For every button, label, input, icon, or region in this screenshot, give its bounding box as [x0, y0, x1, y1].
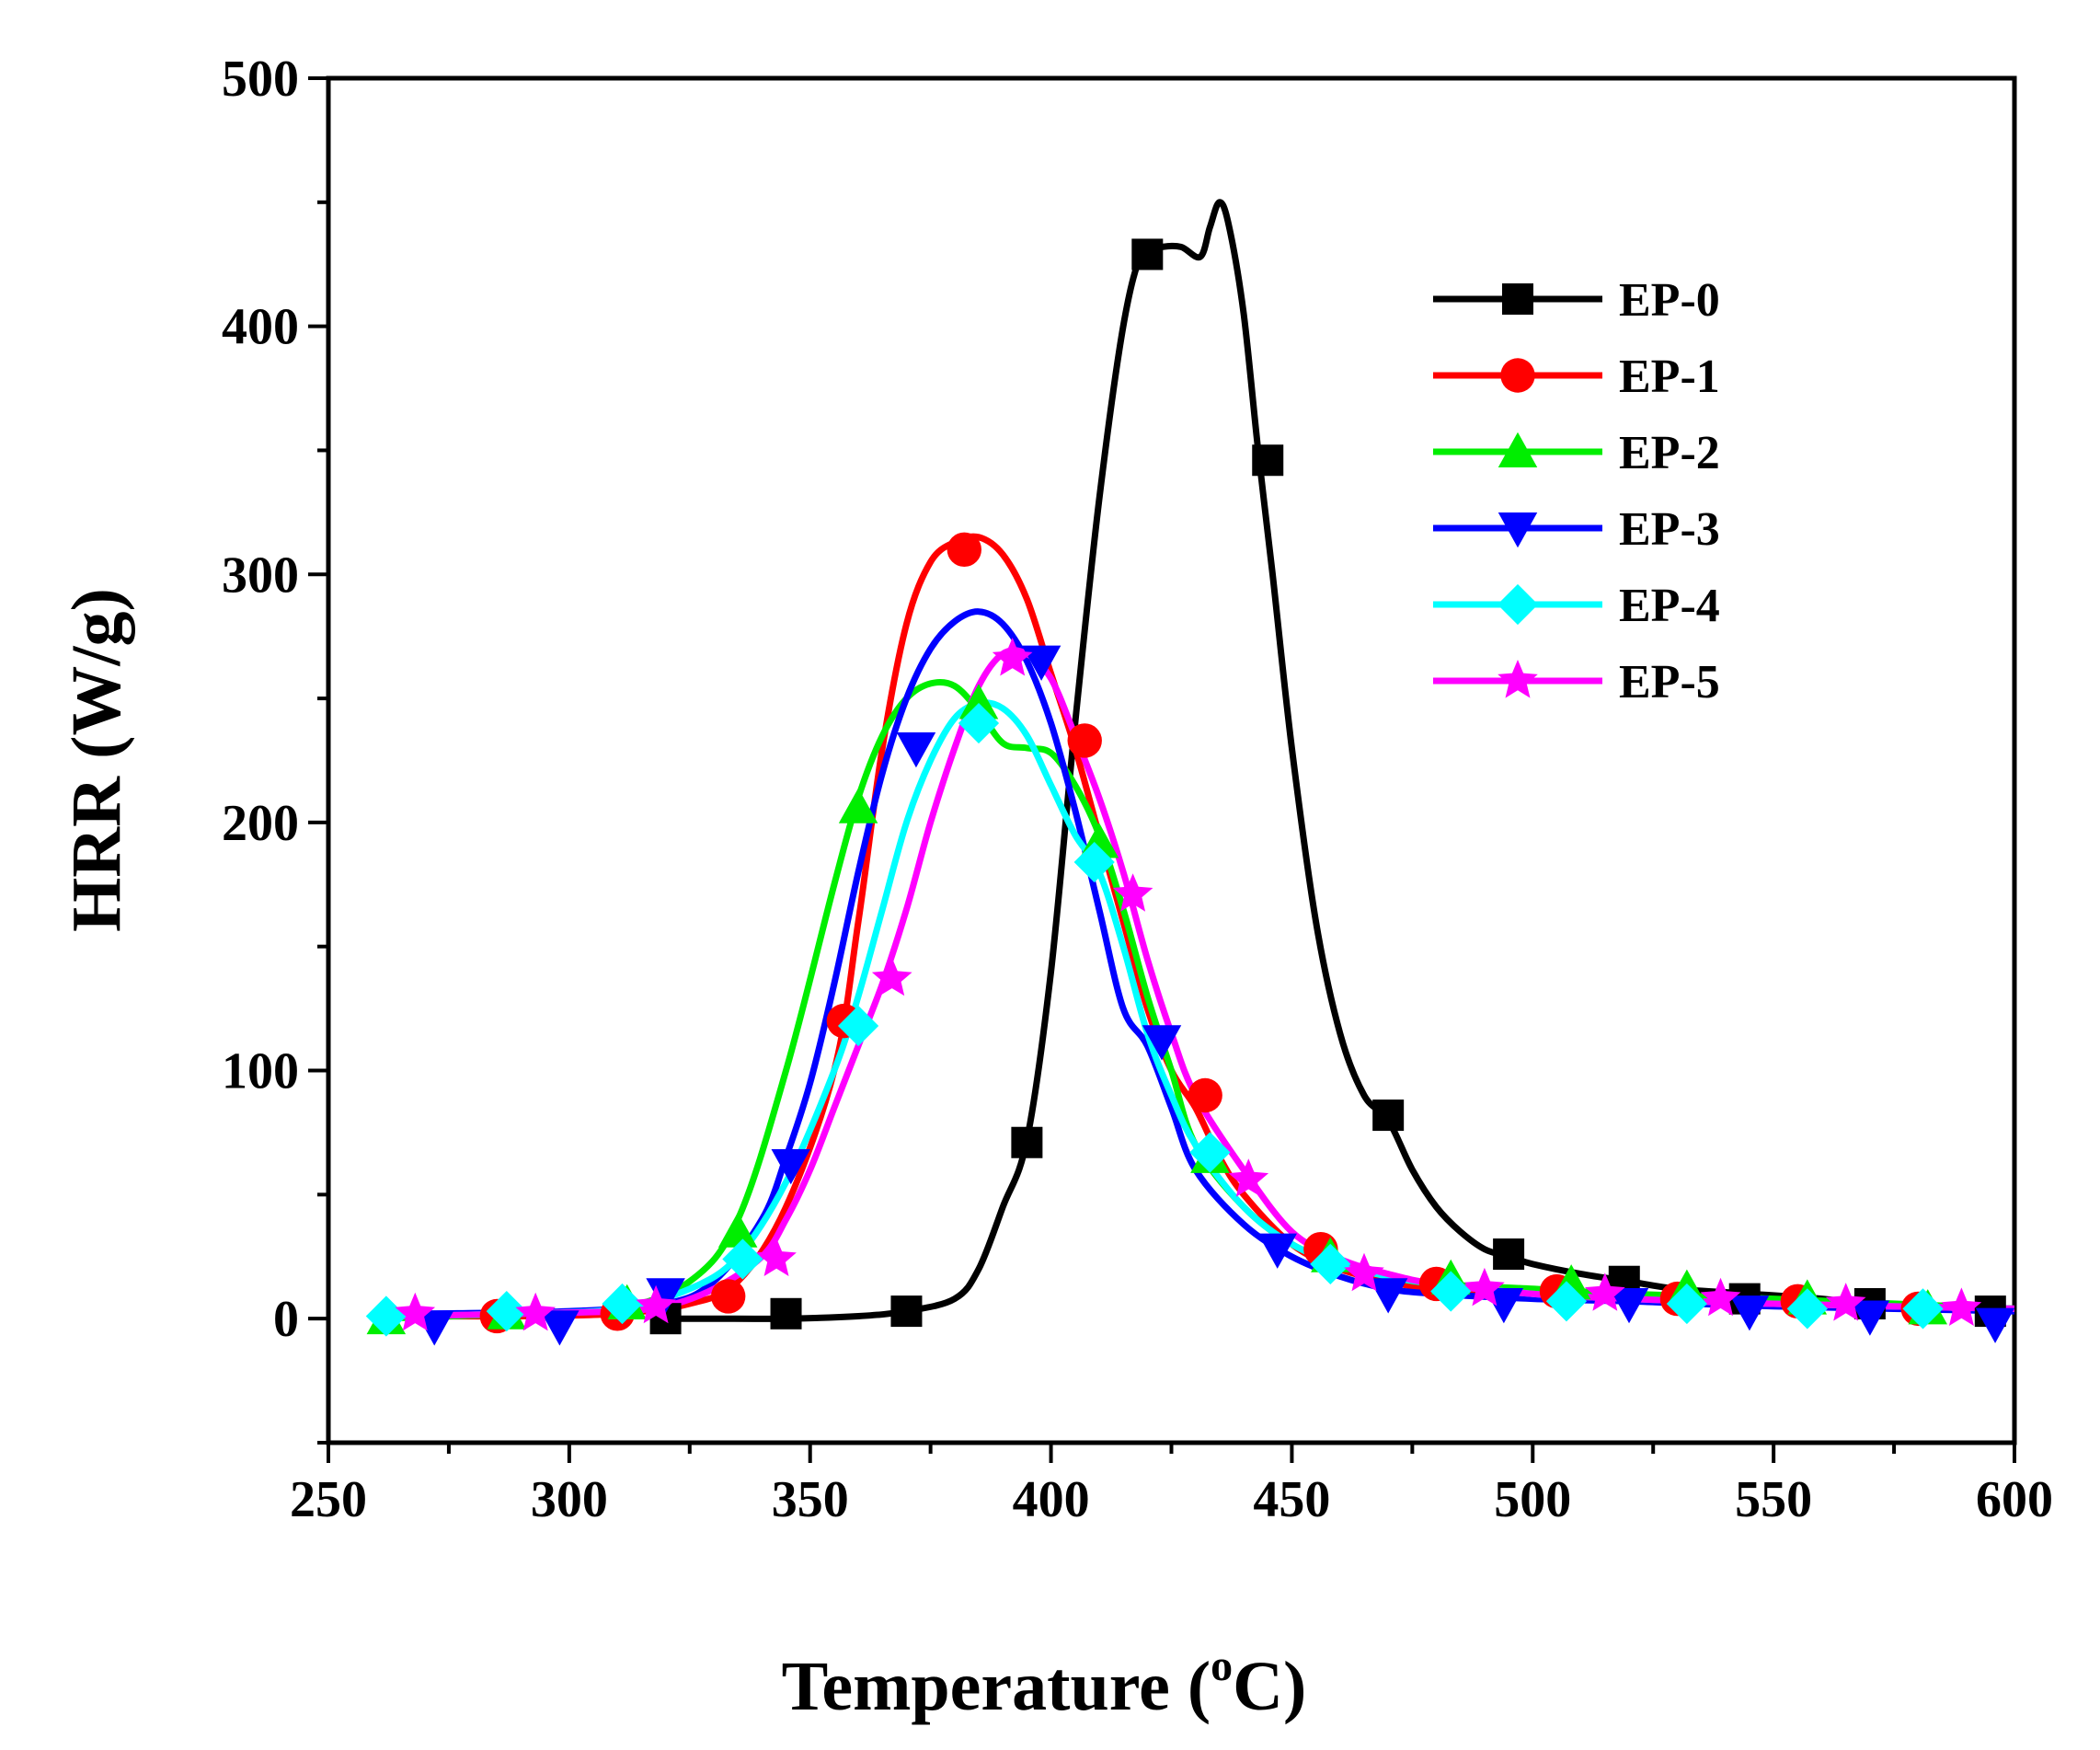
data-point-ep-0	[1131, 238, 1164, 271]
data-point-ep-1	[947, 532, 982, 568]
x-tick-label: 400	[1013, 1471, 1090, 1528]
x-tick-label: 350	[772, 1471, 849, 1528]
data-point-ep-5	[1228, 1158, 1269, 1197]
data-point-ep-3	[1729, 1295, 1770, 1331]
data-point-ep-5	[395, 1292, 436, 1331]
x-tick-label: 450	[1253, 1471, 1330, 1528]
plot-frame	[326, 75, 2017, 1445]
legend-label-ep-1: EP-1	[1619, 351, 1720, 403]
x-tick-label: 500	[1494, 1471, 1571, 1528]
x-tick-label: 300	[531, 1471, 608, 1528]
series-markers	[365, 238, 2014, 1346]
data-point-ep-2	[958, 684, 999, 720]
data-point-ep-4	[958, 702, 1000, 744]
x-axis-title-main: Temperature (	[782, 1648, 1211, 1725]
data-point-ep-3	[1975, 1307, 2014, 1343]
data-point-ep-3	[1609, 1288, 1649, 1324]
data-point-ep-3	[1142, 1025, 1182, 1061]
data-point-ep-4	[1786, 1288, 1828, 1330]
data-point-ep-4	[1189, 1132, 1231, 1173]
data-point-ep-4	[486, 1290, 527, 1332]
legend-marker-ep-3	[1498, 512, 1538, 548]
data-point-ep-0	[1493, 1238, 1525, 1271]
data-point-ep-4	[1073, 841, 1115, 883]
data-point-ep-5	[992, 638, 1033, 676]
x-axis-title-degree: o	[1211, 1641, 1233, 1690]
series-line-ep-0	[665, 199, 2014, 1322]
data-point-ep-5	[1825, 1283, 1866, 1321]
data-point-ep-3	[1368, 1278, 1408, 1314]
data-point-ep-2	[717, 1212, 758, 1248]
data-point-ep-5	[1112, 873, 1153, 912]
data-point-ep-2	[838, 788, 878, 823]
data-point-ep-0	[1252, 444, 1284, 477]
data-point-ep-1	[710, 1279, 746, 1314]
data-point-ep-5	[871, 957, 912, 996]
data-point-ep-4	[1902, 1288, 1944, 1330]
data-point-ep-0	[1372, 1100, 1405, 1132]
x-tick-label: 550	[1735, 1471, 1812, 1528]
data-point-ep-0	[1011, 1126, 1043, 1158]
data-point-ep-0	[890, 1295, 923, 1328]
data-point-ep-3	[1257, 1233, 1297, 1269]
legend-marker-ep-1	[1500, 358, 1535, 393]
axis-tick-labels: 250 300 350 400 450 500 550 600 0 100 200 300 400 500	[222, 51, 2053, 1528]
legend: EP-0 EP-1 EP-2 EP-3 EP-4 EP-5	[1433, 274, 1720, 708]
y-tick-label: 100	[222, 1043, 299, 1100]
legend-marker-ep-0	[1502, 283, 1533, 315]
x-axis-title: Temperature (oC)	[782, 1641, 1307, 1725]
x-tick-label: 600	[1976, 1471, 2053, 1528]
legend-marker-ep-4	[1497, 583, 1539, 626]
y-tick-label: 500	[222, 51, 299, 108]
legend-label-ep-3: EP-3	[1619, 503, 1720, 556]
y-tick-label: 400	[222, 299, 299, 356]
data-point-ep-4	[837, 1005, 879, 1047]
data-point-ep-5	[1344, 1252, 1384, 1292]
legend-label-ep-0: EP-0	[1619, 274, 1720, 327]
data-point-ep-3	[1021, 645, 1061, 681]
data-point-ep-5	[1585, 1272, 1625, 1311]
data-point-ep-3	[1850, 1300, 1890, 1336]
data-point-ep-1	[1188, 1077, 1222, 1113]
legend-label-ep-4: EP-4	[1619, 580, 1720, 632]
y-tick-label: 0	[273, 1291, 299, 1348]
data-point-ep-3	[540, 1310, 580, 1346]
x-axis-title-unit: C)	[1233, 1648, 1306, 1725]
y-tick-label: 300	[222, 547, 299, 604]
legend-marker-ep-2	[1498, 432, 1538, 467]
data-point-ep-4	[1666, 1283, 1707, 1325]
data-point-ep-3	[771, 1149, 811, 1185]
data-point-ep-5	[1700, 1277, 1741, 1317]
legend-label-ep-5: EP-5	[1619, 656, 1720, 708]
data-point-ep-5	[1941, 1287, 1982, 1326]
data-point-ep-5	[636, 1284, 676, 1324]
data-point-ep-3	[896, 732, 936, 768]
data-point-ep-0	[770, 1297, 802, 1330]
y-tick-label: 200	[222, 795, 299, 852]
data-point-ep-4	[1545, 1281, 1588, 1322]
data-point-ep-4	[602, 1283, 643, 1325]
axis-ticks	[308, 76, 2016, 1463]
x-tick-label: 250	[290, 1471, 367, 1528]
legend-label-ep-2: EP-2	[1619, 427, 1720, 479]
data-point-ep-1	[1067, 723, 1102, 758]
data-point-ep-5	[1464, 1267, 1505, 1307]
data-point-ep-5	[515, 1292, 556, 1331]
y-axis-title: HRR (W/g)	[58, 588, 135, 932]
legend-marker-ep-5	[1498, 660, 1538, 698]
data-point-ep-4	[1430, 1271, 1472, 1312]
data-point-ep-5	[756, 1238, 797, 1276]
data-point-ep-4	[722, 1238, 763, 1280]
data-point-ep-4	[1310, 1243, 1351, 1284]
data-point-ep-4	[365, 1295, 407, 1337]
